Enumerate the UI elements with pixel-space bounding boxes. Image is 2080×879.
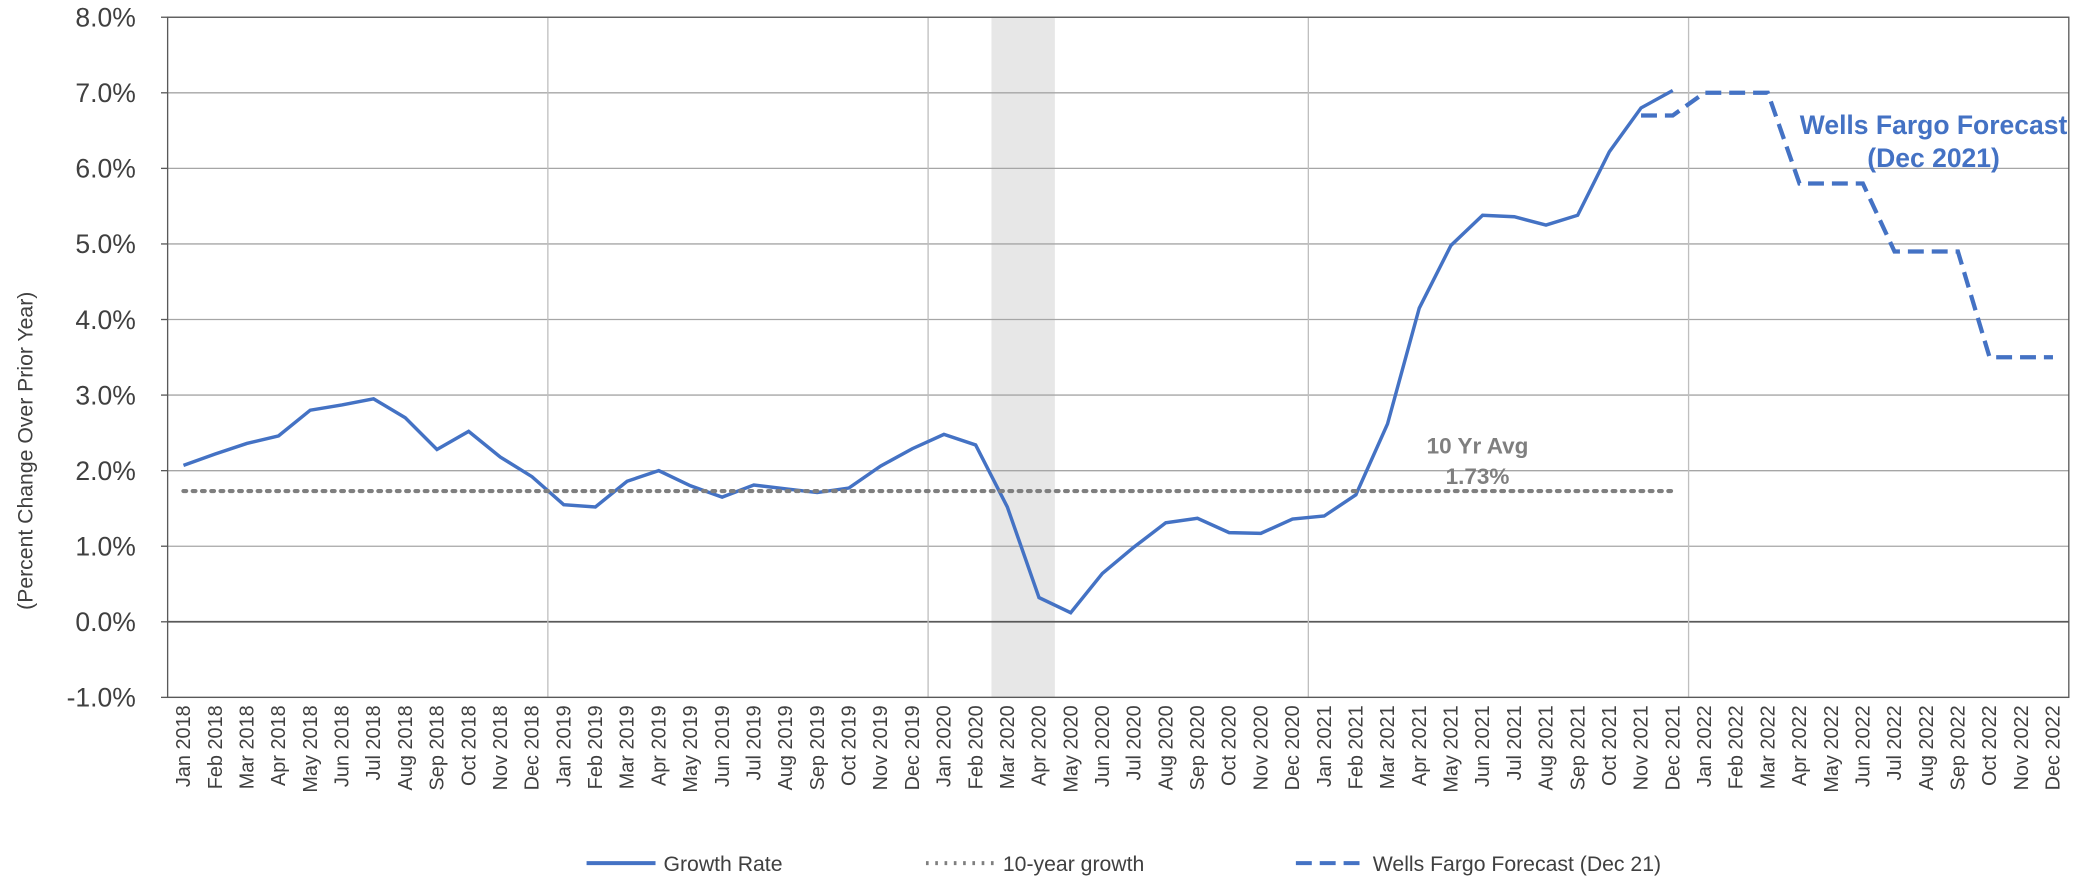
- annotation: 10 Yr Avg: [1427, 433, 1529, 458]
- x-tick-label: Dec 2018: [522, 705, 544, 790]
- annotation: (Dec 2021): [1867, 143, 2000, 173]
- annotation: Wells Fargo Forecast: [1800, 110, 2068, 140]
- x-tick-label: Jan 2021: [1314, 705, 1336, 787]
- y-tick-label: 3.0%: [75, 380, 135, 410]
- legend-label: 10-year growth: [1003, 853, 1144, 876]
- x-tick-label: Jan 2022: [1694, 705, 1716, 787]
- series-line: [1641, 90, 2053, 360]
- x-tick-label: Jun 2018: [332, 705, 354, 787]
- y-tick-label: 5.0%: [75, 229, 135, 259]
- x-tick-label: Mar 2019: [617, 705, 639, 789]
- x-tick-label: Feb 2019: [585, 705, 607, 789]
- recession-shade: [991, 17, 1055, 698]
- x-tick-label: Jan 2019: [553, 705, 575, 787]
- y-tick-label: 8.0%: [75, 3, 135, 33]
- x-tick-label: Nov 2020: [1250, 705, 1272, 790]
- x-tick-label: Jul 2021: [1504, 705, 1526, 780]
- x-tick-label: Nov 2018: [490, 705, 512, 790]
- x-tick-label: Oct 2022: [1979, 705, 2001, 786]
- annotation: 1.73%: [1446, 464, 1510, 489]
- x-tick-label: Aug 2018: [395, 705, 417, 790]
- x-tick-label: Jul 2019: [743, 705, 765, 780]
- x-tick-label: Jun 2020: [1092, 705, 1114, 787]
- x-tick-label: Feb 2018: [205, 705, 227, 789]
- x-tick-label: May 2021: [1441, 705, 1463, 792]
- x-tick-label: Jan 2018: [173, 705, 195, 787]
- x-tick-label: Apr 2021: [1409, 705, 1431, 786]
- x-tick-label: Sep 2021: [1567, 705, 1589, 790]
- x-tick-label: Aug 2020: [1155, 705, 1177, 790]
- legend-label: Wells Fargo Forecast (Dec 21): [1373, 853, 1661, 876]
- plot-frame: [166, 16, 2070, 699]
- x-tick-label: Feb 2021: [1345, 705, 1367, 789]
- y-axis-label: (Percent Change Over Prior Year): [14, 292, 37, 610]
- x-tick-label: May 2020: [1060, 705, 1082, 792]
- x-tick-label: Dec 2021: [1662, 705, 1684, 790]
- x-tick-label: Jan 2020: [934, 705, 956, 787]
- x-tick-label: Jun 2019: [712, 705, 734, 787]
- x-tick-label: Jul 2018: [363, 705, 385, 780]
- x-tick-label: Dec 2019: [902, 705, 924, 790]
- x-tick-label: Sep 2022: [1948, 705, 1970, 790]
- x-tick-label: Mar 2018: [236, 705, 258, 789]
- x-tick-label: Apr 2019: [648, 705, 670, 786]
- x-tick-label: Nov 2021: [1631, 705, 1653, 790]
- x-tick-label: Nov 2022: [2011, 705, 2033, 790]
- x-tick-label: Dec 2020: [1282, 705, 1304, 790]
- y-tick-label: 0.0%: [75, 607, 135, 637]
- x-tick-label: Sep 2020: [1187, 705, 1209, 790]
- x-tick-label: Oct 2021: [1599, 705, 1621, 786]
- series-line: [182, 89, 1674, 615]
- x-tick-label: Nov 2019: [870, 705, 892, 790]
- x-tick-label: Oct 2018: [458, 705, 480, 786]
- x-tick-label: Apr 2018: [268, 705, 290, 786]
- y-tick-label: 6.0%: [75, 154, 135, 184]
- x-tick-label: Jul 2020: [1124, 705, 1146, 780]
- x-tick-label: Aug 2019: [775, 705, 797, 790]
- x-tick-label: Dec 2022: [2043, 705, 2065, 790]
- y-tick-label: 1.0%: [75, 532, 135, 562]
- x-tick-label: Apr 2020: [1029, 705, 1051, 786]
- x-tick-label: Feb 2020: [965, 705, 987, 789]
- x-tick-label: Oct 2020: [1219, 705, 1241, 786]
- x-tick-label: Aug 2022: [1916, 705, 1938, 790]
- y-tick-label: 4.0%: [75, 305, 135, 335]
- x-tick-label: Sep 2018: [427, 705, 449, 790]
- x-tick-label: Aug 2021: [1536, 705, 1558, 790]
- y-tick-label: 2.0%: [75, 456, 135, 486]
- x-tick-label: May 2019: [680, 705, 702, 792]
- x-tick-label: Mar 2020: [997, 705, 1019, 789]
- x-tick-label: Jul 2022: [1884, 705, 1906, 780]
- x-tick-label: May 2018: [300, 705, 322, 792]
- x-tick-label: Oct 2019: [839, 705, 861, 786]
- x-tick-label: May 2022: [1821, 705, 1843, 792]
- x-tick-label: Apr 2022: [1789, 705, 1811, 786]
- x-tick-label: Sep 2019: [807, 705, 829, 790]
- y-tick-label: 7.0%: [75, 78, 135, 108]
- x-tick-label: Jun 2022: [1852, 705, 1874, 787]
- x-tick-label: Mar 2022: [1757, 705, 1779, 789]
- legend-label: Growth Rate: [663, 853, 782, 876]
- x-tick-label: Mar 2021: [1377, 705, 1399, 789]
- x-tick-label: Jun 2021: [1472, 705, 1494, 787]
- x-tick-label: Feb 2022: [1726, 705, 1748, 789]
- y-tick-label: -1.0%: [67, 683, 136, 713]
